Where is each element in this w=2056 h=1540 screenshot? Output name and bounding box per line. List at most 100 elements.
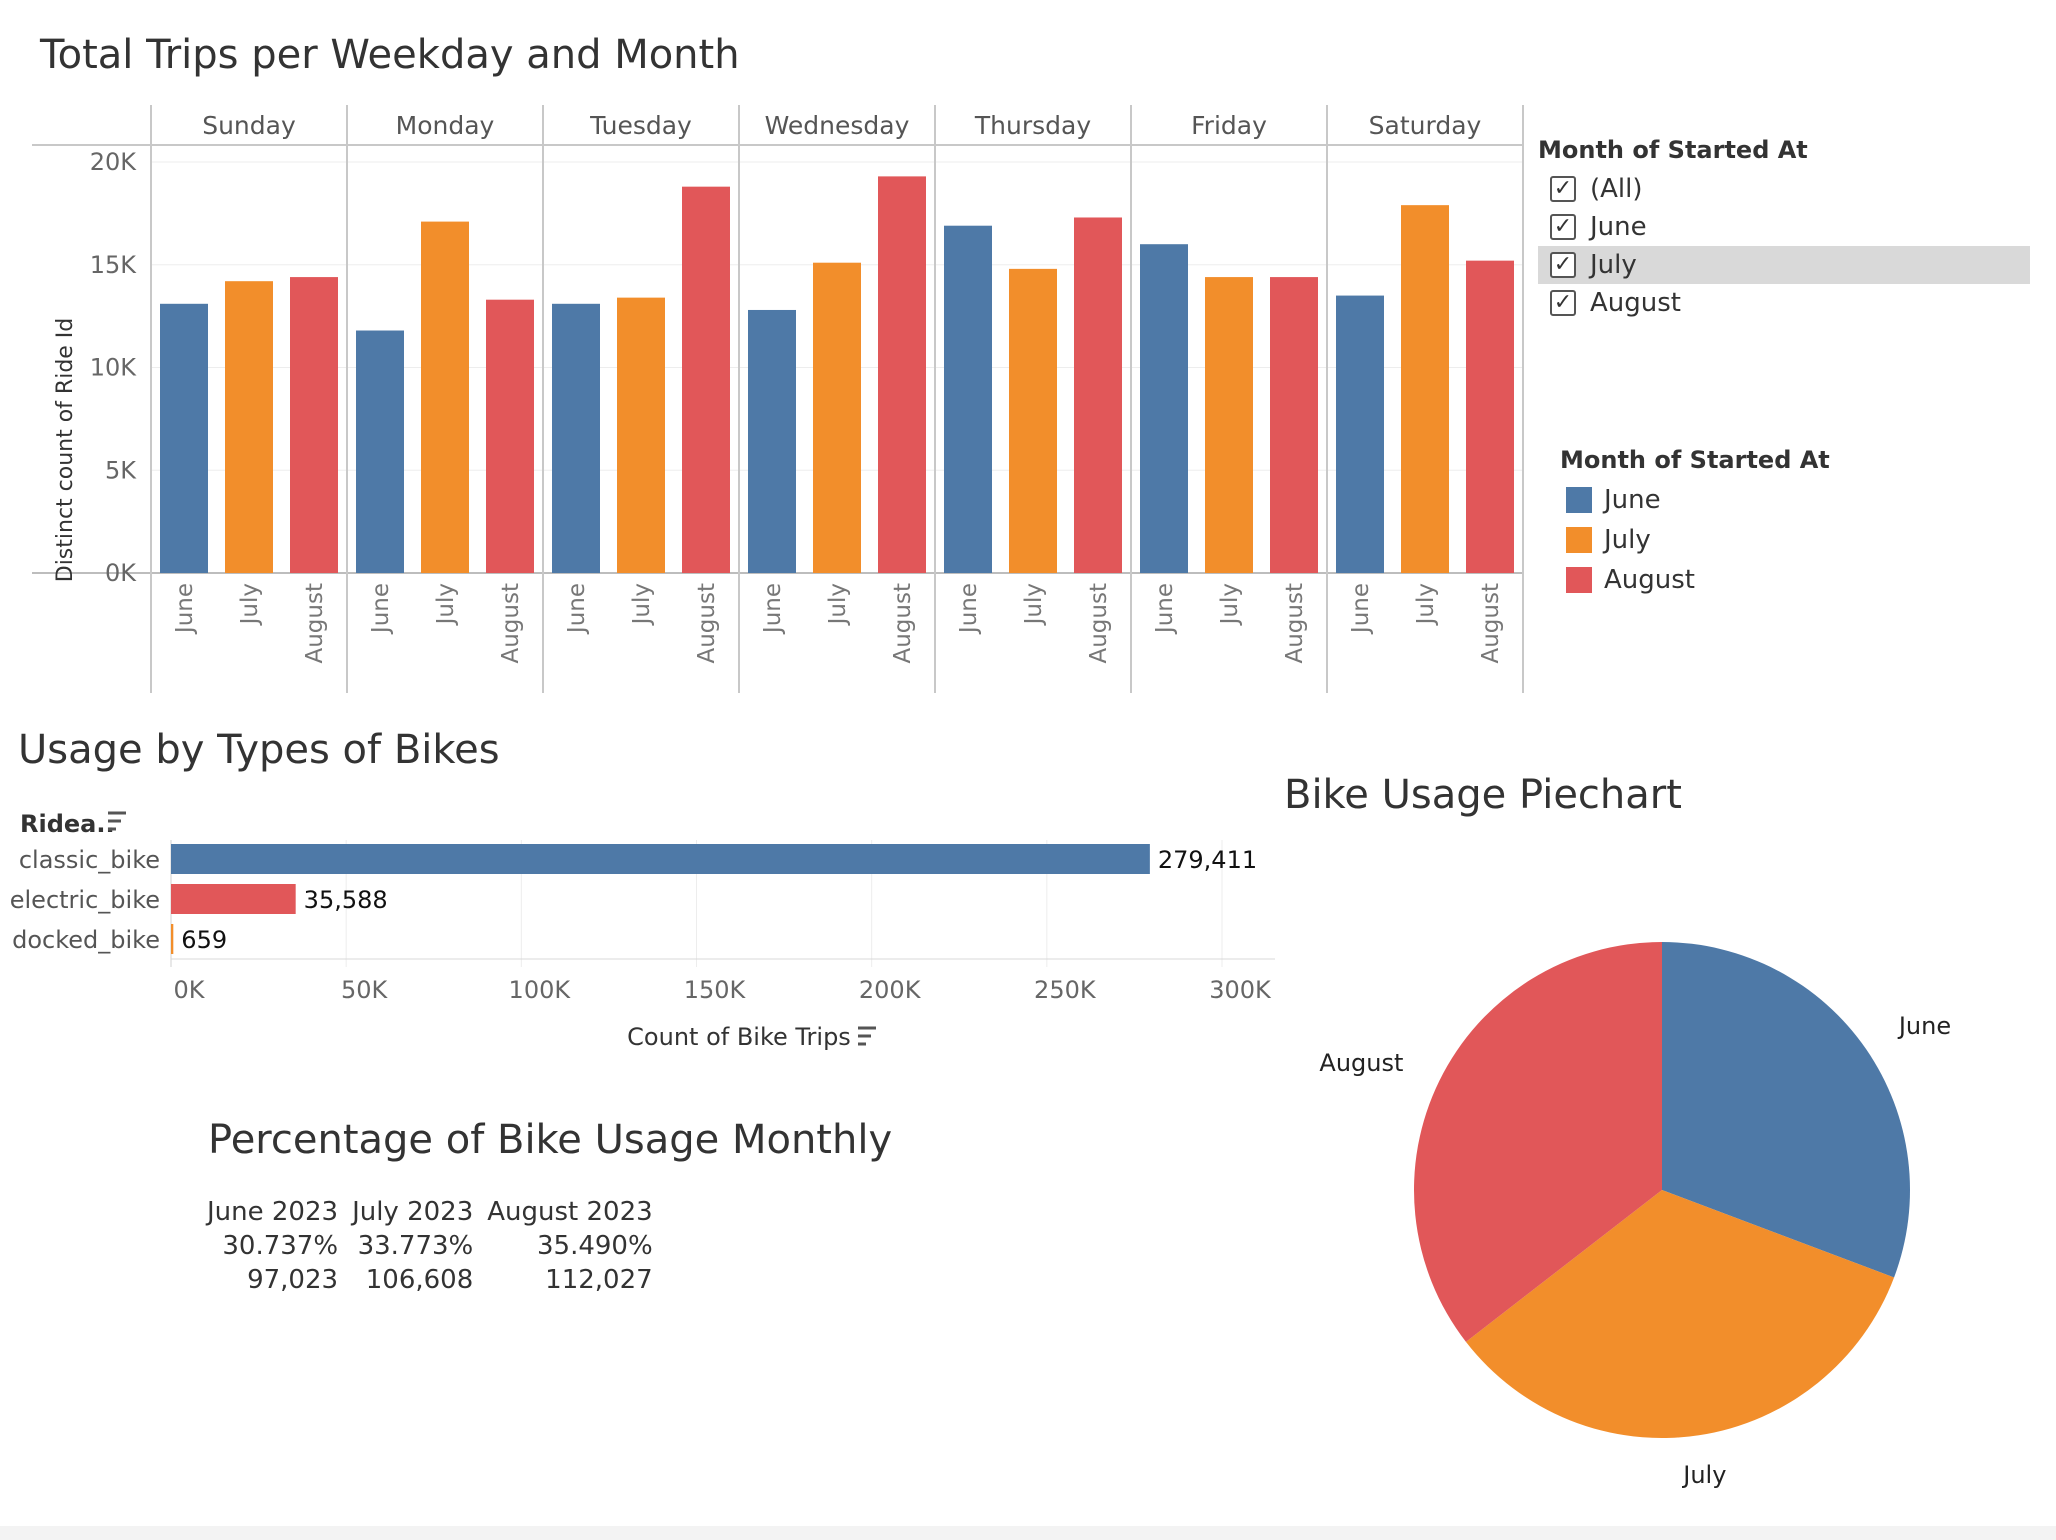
weekday-chart-title: Total Trips per Weekday and Month <box>40 32 740 78</box>
bar-monday-july[interactable] <box>421 221 469 573</box>
table-cell[interactable]: 33.773% <box>357 1231 474 1261</box>
bar-wednesday-july[interactable] <box>813 262 861 573</box>
pie-label: July <box>1681 1461 1726 1489</box>
bar-thursday-august[interactable] <box>1074 217 1122 574</box>
data-label: 35,588 <box>304 886 388 914</box>
table-cell[interactable]: 97,023 <box>247 1265 339 1295</box>
table-cell[interactable]: 30.737% <box>222 1231 339 1261</box>
month-legend-title: Month of Started At <box>1560 446 1830 474</box>
bar-docked_bike[interactable] <box>171 924 174 954</box>
bar-saturday-june[interactable] <box>1336 295 1384 573</box>
legend-item-june[interactable]: June <box>1560 480 2000 520</box>
checkbox-checked-icon[interactable]: ✓ <box>1550 214 1576 240</box>
x-tick-label: August <box>1282 583 1308 664</box>
bar-monday-august[interactable] <box>486 299 534 573</box>
bike-types-dim-header[interactable]: Ridea.. <box>20 810 115 838</box>
table-header-row: June 2023 July 2023 August 2023 <box>200 1195 660 1229</box>
bar-thursday-july[interactable] <box>1009 268 1057 573</box>
bar-sunday-july[interactable] <box>225 281 273 573</box>
x-tick-label: June <box>1152 583 1178 635</box>
x-tick-label: 300K <box>1209 976 1272 1004</box>
checkbox-checked-icon[interactable]: ✓ <box>1550 252 1576 278</box>
bar-saturday-august[interactable] <box>1466 260 1514 573</box>
y-tick-label: electric_bike <box>10 886 160 914</box>
bar-sunday-june[interactable] <box>160 303 208 573</box>
bar-friday-july[interactable] <box>1205 277 1253 573</box>
bar-monday-june[interactable] <box>356 330 404 573</box>
month-filter: Month of Started At ✓ (All) ✓ June ✓ Jul… <box>1538 130 2030 362</box>
bar-saturday-july[interactable] <box>1401 205 1449 573</box>
legend-item-label: July <box>1604 525 1651 555</box>
bar-electric_bike[interactable] <box>171 884 296 914</box>
checkbox-checked-icon[interactable]: ✓ <box>1550 176 1576 202</box>
month-filter-title: Month of Started At <box>1538 136 1808 164</box>
percentage-title: Percentage of Bike Usage Monthly <box>208 1117 893 1163</box>
filter-item-june[interactable]: ✓ June <box>1538 208 2030 246</box>
percentage-table: June 2023 July 2023 August 2023 30.737% … <box>200 1195 660 1297</box>
y-tick-label: 10K <box>90 354 138 382</box>
bar-wednesday-august[interactable] <box>878 176 926 573</box>
weekday-header: Friday <box>1191 111 1267 140</box>
filter-item-all[interactable]: ✓ (All) <box>1538 170 2030 208</box>
x-tick-label: June <box>760 583 786 635</box>
x-tick-label: 250K <box>1034 976 1097 1004</box>
x-tick-label: July <box>1413 583 1439 626</box>
table-cell[interactable]: 106,608 <box>365 1265 474 1295</box>
bar-tuesday-july[interactable] <box>617 297 665 573</box>
pie-slice-august[interactable] <box>1414 942 1662 1342</box>
y-tick-label: 0K <box>105 559 137 587</box>
bike-usage-piechart: June July August <box>1319 942 1951 1489</box>
bar-friday-june[interactable] <box>1140 244 1188 573</box>
pie-slice-june[interactable] <box>1662 942 1910 1278</box>
month-legend-list: June July August <box>1560 480 2000 620</box>
x-tick-label: June <box>956 583 982 635</box>
weekday-header: Saturday <box>1369 111 1482 140</box>
x-tick-label: June <box>1348 583 1374 635</box>
weekday-header: Sunday <box>202 111 296 140</box>
sort-icon[interactable] <box>108 811 126 831</box>
table-row: 97,023 106,608 112,027 <box>200 1263 660 1297</box>
bar-thursday-june[interactable] <box>944 225 992 573</box>
table-header-cell: July 2023 <box>352 1197 474 1227</box>
legend-item-july[interactable]: July <box>1560 520 2000 560</box>
x-tick-label: June <box>172 583 198 635</box>
weekday-header: Monday <box>396 111 495 140</box>
bar-tuesday-june[interactable] <box>552 303 600 573</box>
bar-wednesday-june[interactable] <box>748 309 796 573</box>
checkbox-checked-icon[interactable]: ✓ <box>1550 290 1576 316</box>
legend-swatch <box>1566 527 1592 553</box>
bar-sunday-august[interactable] <box>290 277 338 573</box>
y-tick-label: classic_bike <box>19 846 160 874</box>
legend-swatch <box>1566 487 1592 513</box>
x-tick-label: July <box>825 583 851 626</box>
filter-item-label: (All) <box>1590 174 1643 204</box>
bar-tuesday-august[interactable] <box>682 186 730 573</box>
x-tick-label: 150K <box>684 976 747 1004</box>
legend-item-august[interactable]: August <box>1560 560 2000 600</box>
pie-slice-july[interactable] <box>1465 1190 1895 1438</box>
x-tick-label: July <box>237 583 263 626</box>
x-tick-label: July <box>433 583 459 626</box>
month-legend: Month of Started At June July August <box>1560 440 2000 620</box>
piechart-title: Bike Usage Piechart <box>1284 772 1682 818</box>
x-tick-label: August <box>694 583 720 664</box>
x-tick-label: 100K <box>509 976 572 1004</box>
filter-item-july[interactable]: ✓ July <box>1538 246 2030 284</box>
table-header-cell: August 2023 <box>487 1197 653 1227</box>
bar-friday-august[interactable] <box>1270 277 1318 573</box>
bar-classic_bike[interactable] <box>171 844 1150 874</box>
sort-icon[interactable] <box>858 1026 876 1046</box>
data-label: 659 <box>181 926 227 954</box>
x-tick-label: August <box>1086 583 1112 664</box>
filter-item-august[interactable]: ✓ August <box>1538 284 2030 322</box>
x-tick-label: June <box>368 583 394 635</box>
table-cell[interactable]: 112,027 <box>545 1265 653 1295</box>
x-tick-label: August <box>1478 583 1504 664</box>
y-tick-label: 20K <box>90 148 138 176</box>
table-header-cell: June 2023 <box>207 1197 339 1227</box>
weekday-header: Wednesday <box>765 111 910 140</box>
table-cell[interactable]: 35.490% <box>537 1231 653 1261</box>
x-tick-label: 0K <box>173 976 205 1004</box>
bike-types-xlabel[interactable]: Count of Bike Trips <box>627 1023 851 1051</box>
table-row: 30.737% 33.773% 35.490% <box>200 1229 660 1263</box>
